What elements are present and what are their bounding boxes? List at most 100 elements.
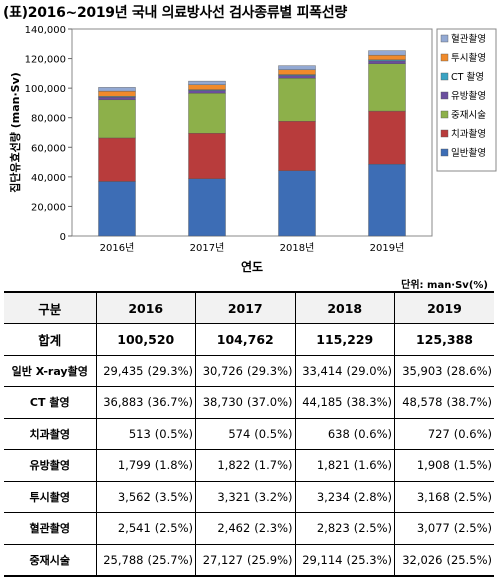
legend-label: 치과촬영 xyxy=(451,128,486,140)
table-cell: 2,541 (2.5%) xyxy=(95,512,196,545)
row-label: 투시촬영 xyxy=(4,480,97,513)
table-header-row: 구분 2016 2017 2018 2019 xyxy=(4,291,494,324)
cell-percent: (0.5%) xyxy=(254,426,293,441)
cell-value: 3,077 xyxy=(416,521,450,536)
row-label: 중재시술 xyxy=(4,543,97,577)
table-cell: 36,883 (36.7%) xyxy=(95,386,196,419)
bar-segment xyxy=(188,178,226,237)
table-row: CT 촬영 36,883 (36.7%) 38,730 (37.0%) 44,185 (38… xyxy=(4,386,494,419)
cell-percent: (2.5%) xyxy=(453,489,492,504)
cell-value: 638 xyxy=(327,426,350,441)
table-cell: 513 (0.5%) xyxy=(95,417,196,450)
y-tick-label: 100,000 xyxy=(25,84,66,95)
cell-percent: (1.5%) xyxy=(453,458,492,473)
legend-swatch xyxy=(440,91,449,100)
bar-segment xyxy=(98,87,136,92)
bar-segment xyxy=(98,96,136,101)
x-axis-title: 연도 xyxy=(241,259,263,274)
table-row: 투시촬영 3,562 (3.5%) 3,321 (3.2%) 3,234 (2.8%) 3,1… xyxy=(4,480,494,513)
column-header: 구분 xyxy=(4,291,97,324)
total-value: 104,762 xyxy=(195,323,296,356)
bar-segment xyxy=(368,54,406,61)
cell-value: 513 xyxy=(128,426,151,441)
cell-value: 1,908 xyxy=(416,458,450,473)
legend-swatch xyxy=(440,34,449,43)
legend-label: CT 촬영 xyxy=(451,72,484,83)
table-row: 혈관촬영 2,541 (2.5%) 2,462 (2.3%) 2,823 (2.5%) 3,0… xyxy=(4,512,494,545)
cell-value: 2,823 xyxy=(316,521,350,536)
y-tick-label: 140,000 xyxy=(25,25,66,36)
cell-value: 3,168 xyxy=(416,489,450,504)
cell-percent: (25.3%) xyxy=(346,552,392,567)
cell-percent: (3.2%) xyxy=(254,489,293,504)
bar-segment xyxy=(98,181,136,237)
chart-bars xyxy=(98,50,406,237)
x-tick-label: 2019년 xyxy=(370,242,405,254)
bar-segment xyxy=(188,84,226,90)
table-cell: 33,414 (29.0%) xyxy=(294,354,395,387)
bar-segment xyxy=(278,121,316,171)
bar-segment xyxy=(98,137,136,182)
cell-percent: (0.5%) xyxy=(154,426,193,441)
column-header: 2018 xyxy=(294,291,395,324)
legend-swatch xyxy=(440,72,449,81)
row-label: 합계 xyxy=(4,323,97,356)
row-label: 치과촬영 xyxy=(4,417,97,450)
stacked-bar-chart: 0 20,000 40,000 60,000 80,000 100,000 120,000 1… xyxy=(8,25,497,274)
table-cell: 2,823 (2.5%) xyxy=(294,512,395,545)
bar-segment xyxy=(98,90,136,97)
row-label: 일반 X-ray촬영 xyxy=(4,354,97,387)
cell-percent: (1.8%) xyxy=(154,458,193,473)
cell-value: 2,462 xyxy=(217,521,251,536)
table-cell: 638 (0.6%) xyxy=(294,417,395,450)
table-cell: 29,114 (25.3%) xyxy=(294,543,395,577)
legend-label: 중재시술 xyxy=(451,110,486,121)
legend-label: 투시촬영 xyxy=(451,53,486,64)
cell-value: 1,821 xyxy=(316,458,350,473)
cell-percent: (25.5%) xyxy=(446,552,492,567)
table-cell: 3,077 (2.5%) xyxy=(394,512,494,545)
cell-value: 574 xyxy=(228,426,251,441)
table-row: 유방촬영 1,799 (1.8%) 1,822 (1.7%) 1,821 (1.6%) 1,9… xyxy=(4,449,494,482)
cell-value: 36,883 xyxy=(103,395,144,410)
cell-percent: (2.5%) xyxy=(453,521,492,536)
total-value: 115,229 xyxy=(294,323,395,356)
y-tick-label: 0 xyxy=(60,232,66,243)
table-cell: 27,127 (25.9%) xyxy=(195,543,296,577)
cell-value: 35,903 xyxy=(402,363,443,378)
table-cell: 35,903 (28.6%) xyxy=(394,354,494,387)
legend-swatch xyxy=(440,53,449,62)
cell-value: 3,234 xyxy=(316,489,350,504)
cell-value: 25,788 xyxy=(103,552,144,567)
table-row: 일반 X-ray촬영 29,435 (29.3%) 30,726 (29.3%) 33,4… xyxy=(4,354,494,387)
column-header: 2017 xyxy=(195,291,296,324)
table-cell: 30,726 (29.3%) xyxy=(195,354,296,387)
cell-percent: (25.7%) xyxy=(147,552,193,567)
table-body: 합계 100,520 104,762 115,229 125,388 일반 X-ray촬영… xyxy=(4,323,494,577)
cell-value: 44,185 xyxy=(302,395,343,410)
row-label: 유방촬영 xyxy=(4,449,97,482)
x-tick-label: 2017년 xyxy=(190,242,225,254)
cell-value: 3,562 xyxy=(117,489,151,504)
bar-segment xyxy=(368,110,406,165)
cell-value: 27,127 xyxy=(202,552,243,567)
unit-label: 단위: man·Sv(%) xyxy=(401,280,488,291)
legend-swatch xyxy=(440,129,449,138)
x-tick-label: 2018년 xyxy=(280,242,315,254)
table-cell: 3,562 (3.5%) xyxy=(95,480,196,513)
cell-value: 727 xyxy=(427,426,450,441)
cell-percent: (2.8%) xyxy=(353,489,392,504)
total-value: 125,388 xyxy=(394,323,494,356)
table-cell: 3,321 (3.2%) xyxy=(195,480,296,513)
bar-segment xyxy=(188,133,226,179)
bar-segment xyxy=(368,63,406,112)
cell-percent: (2.5%) xyxy=(353,521,392,536)
y-tick-label: 40,000 xyxy=(31,173,66,184)
legend-swatch xyxy=(440,110,449,119)
cell-value: 1,822 xyxy=(217,458,251,473)
row-label: 혈관촬영 xyxy=(4,512,97,545)
bar-segment xyxy=(368,60,406,64)
cell-value: 33,414 xyxy=(302,363,343,378)
cell-percent: (28.6%) xyxy=(446,363,492,378)
legend-label: 유방촬영 xyxy=(451,91,486,102)
